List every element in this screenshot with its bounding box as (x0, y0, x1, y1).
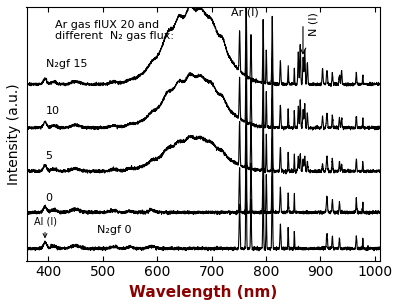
Text: 10: 10 (46, 106, 60, 116)
Y-axis label: Intensity (a.u.): Intensity (a.u.) (7, 83, 21, 185)
Text: Al (I): Al (I) (34, 217, 56, 237)
X-axis label: Wavelength (nm): Wavelength (nm) (129, 285, 278, 300)
Text: N₂gf 0: N₂gf 0 (97, 225, 132, 235)
Text: N (I): N (I) (308, 12, 318, 36)
Text: 0: 0 (46, 193, 52, 203)
Text: N₂gf 15: N₂gf 15 (46, 59, 87, 69)
Text: Ar gas flUX 20 and
different  N₂ gas flux:: Ar gas flUX 20 and different N₂ gas flux… (55, 20, 174, 41)
Text: 5: 5 (46, 150, 52, 161)
Text: Ar (I): Ar (I) (232, 8, 259, 18)
